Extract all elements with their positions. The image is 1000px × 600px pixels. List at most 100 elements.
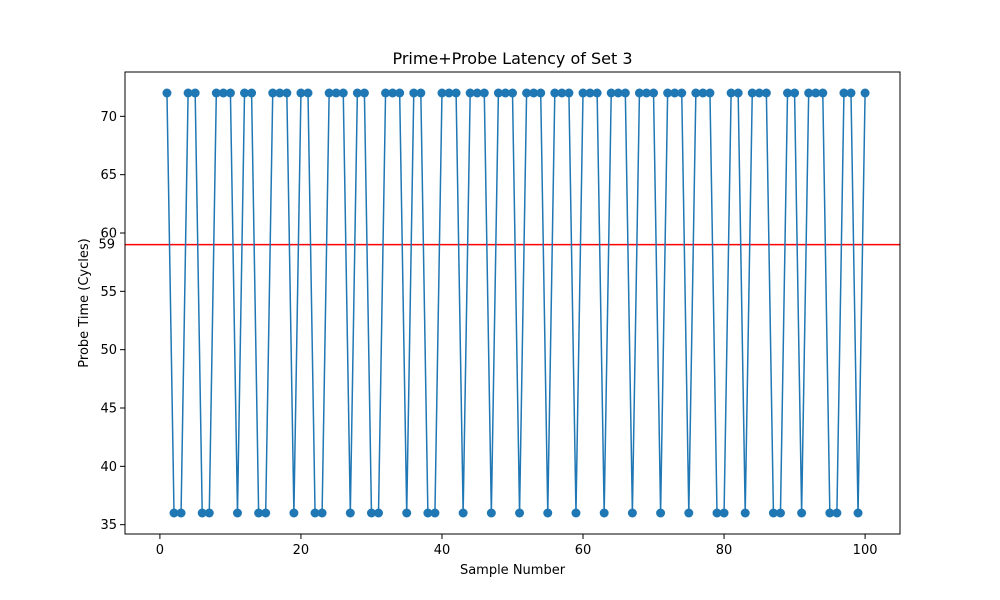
data-point [804, 88, 814, 98]
data-point [169, 508, 179, 518]
data-point [261, 508, 271, 518]
data-point [649, 88, 659, 98]
data-point [366, 508, 376, 518]
data-point [352, 88, 362, 98]
x-tick-label: 40 [434, 543, 451, 558]
data-point [585, 88, 595, 98]
data-point [641, 88, 651, 98]
data-point [303, 88, 313, 98]
data-point [500, 88, 510, 98]
data-point [458, 508, 468, 518]
data-point [733, 88, 743, 98]
data-point [705, 88, 715, 98]
data-point [465, 88, 475, 98]
data-point [310, 508, 320, 518]
data-point [613, 88, 623, 98]
data-point [571, 508, 581, 518]
data-point [825, 508, 835, 518]
data-point [529, 88, 539, 98]
data-point [726, 88, 736, 98]
x-axis-label: Sample Number [460, 563, 566, 578]
data-point [218, 88, 228, 98]
data-point [232, 508, 242, 518]
data-point [754, 88, 764, 98]
data-point [564, 88, 574, 98]
data-point [860, 88, 870, 98]
data-point [818, 88, 828, 98]
data-point [345, 508, 355, 518]
data-point [359, 88, 369, 98]
data-point [416, 88, 426, 98]
data-point [557, 88, 567, 98]
data-point [444, 88, 454, 98]
data-point [656, 508, 666, 518]
data-point [395, 88, 405, 98]
data-point [740, 508, 750, 518]
y-tick-label: 35 [100, 518, 117, 533]
y-tick-label: 45 [100, 402, 117, 417]
data-point [247, 88, 257, 98]
data-point [479, 88, 489, 98]
y-tick-label: 60 [100, 227, 117, 242]
data-point [599, 508, 609, 518]
data-point [811, 88, 821, 98]
data-point [423, 508, 433, 518]
data-point [846, 88, 856, 98]
data-point [606, 88, 616, 98]
x-tick-label: 100 [853, 543, 878, 558]
data-point [381, 88, 391, 98]
data-point [839, 88, 849, 98]
data-point [331, 88, 341, 98]
data-point [543, 508, 553, 518]
data-point [832, 508, 842, 518]
data-point [374, 508, 384, 518]
data-point [550, 88, 560, 98]
data-point [691, 88, 701, 98]
data-point [719, 508, 729, 518]
data-point [254, 508, 264, 518]
y-axis-label: Probe Time (Cycles) [77, 238, 92, 367]
data-point [663, 88, 673, 98]
data-point [268, 88, 278, 98]
x-tick-label: 80 [716, 543, 733, 558]
y-tick-label: 55 [100, 285, 117, 300]
data-point [211, 88, 221, 98]
data-point [508, 88, 517, 98]
x-tick-label: 60 [575, 543, 592, 558]
data-point [747, 88, 757, 98]
y-tick-label: 40 [100, 460, 117, 475]
data-point [515, 508, 525, 518]
data-point [783, 88, 793, 98]
data-point [289, 508, 299, 518]
y-tick-label: 65 [100, 168, 117, 183]
threshold-label: 59 [98, 238, 115, 253]
data-point [183, 88, 193, 98]
data-point [712, 508, 722, 518]
data-point [536, 88, 546, 98]
data-point [670, 88, 680, 98]
data-point [430, 508, 440, 518]
data-point [790, 88, 800, 98]
data-point [627, 508, 637, 518]
data-point [472, 88, 482, 98]
data-point [698, 88, 708, 98]
data-point [451, 88, 461, 98]
data-point [592, 88, 602, 98]
data-point [409, 88, 419, 98]
data-point [578, 88, 588, 98]
data-point [853, 508, 863, 518]
data-point [190, 88, 200, 98]
data-point [225, 88, 235, 98]
data-point [761, 88, 771, 98]
data-point [775, 508, 785, 518]
axes-frame [124, 71, 901, 535]
data-point [402, 508, 412, 518]
data-point [768, 508, 778, 518]
data-point [677, 88, 687, 98]
data-point [620, 88, 630, 98]
data-point [317, 508, 327, 518]
data-point [522, 88, 532, 98]
data-point [684, 508, 694, 518]
data-point [634, 88, 644, 98]
